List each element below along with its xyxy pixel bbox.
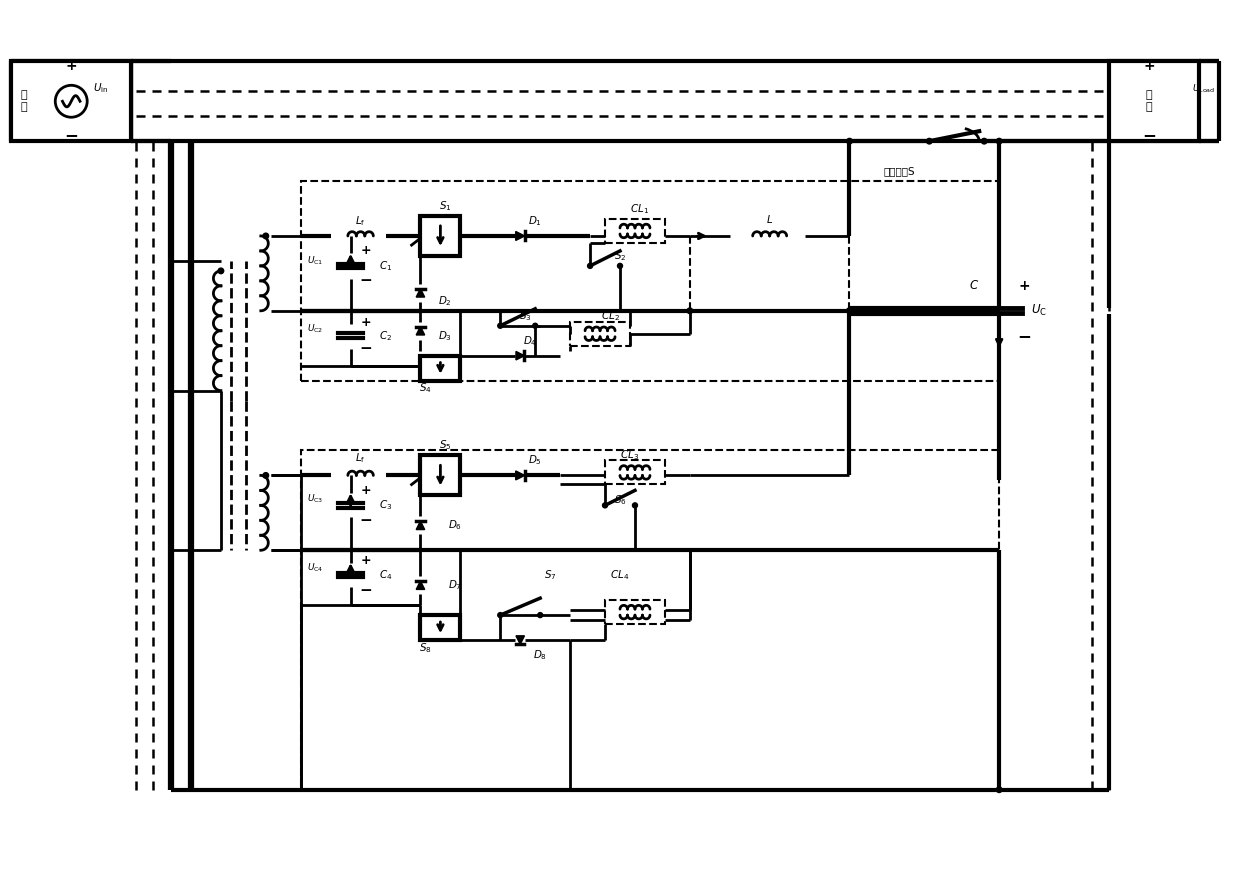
Circle shape xyxy=(533,323,538,329)
Bar xyxy=(420,455,460,495)
Text: $C$: $C$ xyxy=(970,279,980,292)
Polygon shape xyxy=(417,289,424,297)
Text: $C_2$: $C_2$ xyxy=(379,329,392,343)
Text: $L$: $L$ xyxy=(766,213,774,225)
Text: +: + xyxy=(66,59,77,73)
Text: +: + xyxy=(1143,59,1154,73)
Text: −: − xyxy=(1017,327,1030,344)
Bar xyxy=(605,461,665,485)
Text: $U_{\rm C2}$: $U_{\rm C2}$ xyxy=(308,322,324,335)
Circle shape xyxy=(687,308,693,314)
Text: $D_1$: $D_1$ xyxy=(528,214,542,228)
Text: $CL_2$: $CL_2$ xyxy=(600,309,620,322)
Text: $CL_1$: $CL_1$ xyxy=(630,202,650,216)
Circle shape xyxy=(538,612,543,618)
Text: $L_{\rm f}$: $L_{\rm f}$ xyxy=(356,452,366,465)
Text: $U_{\rm C}$: $U_{\rm C}$ xyxy=(1032,303,1047,318)
Text: +: + xyxy=(361,316,371,329)
Text: −: − xyxy=(360,273,372,288)
Polygon shape xyxy=(516,352,525,360)
Text: $U_{\rm C1}$: $U_{\rm C1}$ xyxy=(308,255,324,267)
Text: −: − xyxy=(64,126,78,144)
Text: −: − xyxy=(360,513,372,528)
Circle shape xyxy=(263,233,269,239)
Polygon shape xyxy=(516,232,525,241)
Text: −: − xyxy=(1142,126,1156,144)
Text: $D_2$: $D_2$ xyxy=(439,294,453,307)
Text: $U_{\rm C4}$: $U_{\rm C4}$ xyxy=(308,562,324,574)
Circle shape xyxy=(497,612,502,618)
Bar xyxy=(11,62,131,141)
Text: $U_{\rm Load}$: $U_{\rm Load}$ xyxy=(1192,82,1215,94)
Text: 电
网: 电 网 xyxy=(20,91,26,112)
Polygon shape xyxy=(417,327,424,335)
Text: $D_6$: $D_6$ xyxy=(449,518,463,532)
Polygon shape xyxy=(417,521,424,529)
Circle shape xyxy=(847,308,852,314)
Text: $S_4$: $S_4$ xyxy=(419,381,432,395)
Text: $S_3$: $S_3$ xyxy=(518,309,532,322)
Polygon shape xyxy=(516,471,525,480)
Text: −: − xyxy=(360,582,372,597)
Circle shape xyxy=(926,138,932,144)
Text: +: + xyxy=(1018,279,1030,292)
Text: $S_8$: $S_8$ xyxy=(419,641,432,655)
Text: $U_{\rm in}$: $U_{\rm in}$ xyxy=(93,81,109,95)
Text: +: + xyxy=(361,554,371,566)
Text: −: − xyxy=(360,341,372,356)
Circle shape xyxy=(997,787,1002,793)
Text: $S_1$: $S_1$ xyxy=(439,199,451,213)
Text: $C_1$: $C_1$ xyxy=(379,259,392,273)
Circle shape xyxy=(847,308,852,314)
Text: $L_{\rm f}$: $L_{\rm f}$ xyxy=(356,214,366,228)
Bar xyxy=(420,356,460,381)
Text: $S_2$: $S_2$ xyxy=(614,249,626,263)
Circle shape xyxy=(218,268,223,274)
Circle shape xyxy=(847,138,852,144)
Text: +: + xyxy=(361,244,371,257)
Circle shape xyxy=(618,263,622,269)
Text: $D_3$: $D_3$ xyxy=(439,329,453,343)
Text: $D_8$: $D_8$ xyxy=(533,648,547,662)
Circle shape xyxy=(981,138,987,144)
Bar xyxy=(420,216,460,255)
Polygon shape xyxy=(417,581,424,589)
Text: $D_4$: $D_4$ xyxy=(523,334,537,348)
Text: $CL_3$: $CL_3$ xyxy=(620,448,640,463)
Circle shape xyxy=(997,138,1002,144)
Circle shape xyxy=(588,263,593,269)
Text: 旁路开关S: 旁路开关S xyxy=(884,167,915,176)
Circle shape xyxy=(603,503,608,507)
Bar xyxy=(301,450,999,789)
Polygon shape xyxy=(516,636,525,644)
Text: $S_5$: $S_5$ xyxy=(439,439,451,452)
Text: $D_7$: $D_7$ xyxy=(449,578,463,592)
Circle shape xyxy=(632,503,637,507)
Bar xyxy=(605,600,665,624)
Text: $CL_4$: $CL_4$ xyxy=(610,568,630,582)
Circle shape xyxy=(497,323,502,329)
Text: $D_5$: $D_5$ xyxy=(528,454,542,467)
Text: +: + xyxy=(361,484,371,497)
Text: $C_4$: $C_4$ xyxy=(378,568,392,582)
Text: $C_3$: $C_3$ xyxy=(379,499,392,512)
Bar xyxy=(420,615,460,640)
Bar xyxy=(570,322,630,345)
Text: $U_{\rm C3}$: $U_{\rm C3}$ xyxy=(308,492,324,505)
Text: $S_7$: $S_7$ xyxy=(544,568,557,582)
Text: 负
载: 负 载 xyxy=(1146,91,1152,112)
Bar xyxy=(301,181,999,381)
Text: $S_6$: $S_6$ xyxy=(614,493,626,507)
Circle shape xyxy=(263,472,269,478)
Bar xyxy=(1109,62,1199,141)
Bar xyxy=(605,219,665,243)
